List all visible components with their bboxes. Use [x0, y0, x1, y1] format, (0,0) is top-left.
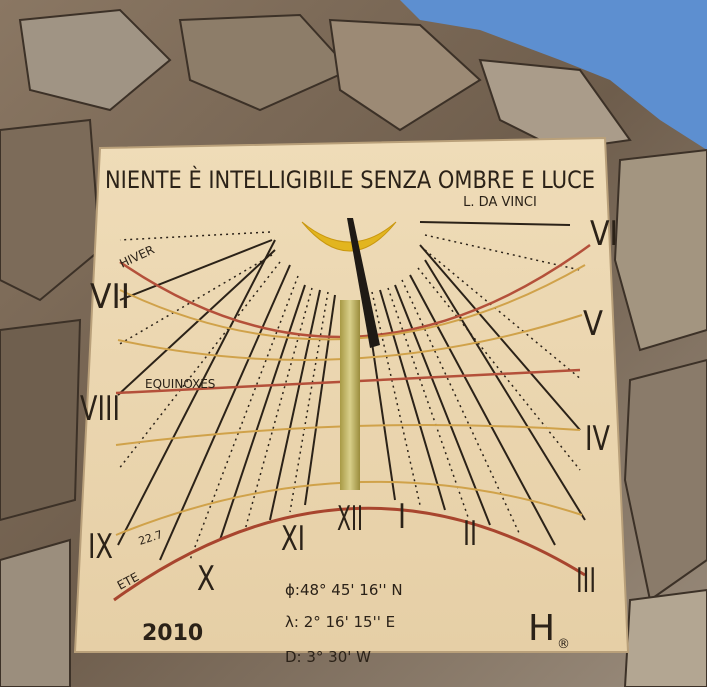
hour-label: V [583, 304, 603, 344]
gnomon [340, 300, 360, 490]
hour-label: VII [90, 277, 130, 317]
longitude: λ: 2° 16' 15'' E [285, 613, 395, 631]
hour-label: II [463, 514, 477, 554]
equinox-label: EQUINOXES [145, 377, 215, 391]
page: {"motto": "NIENTE È INTELLIGIBILE SENZA … [0, 0, 707, 687]
latitude: ϕ:48° 45' 16'' N [285, 581, 403, 599]
hour-label: I [398, 497, 406, 537]
hour-label: VI [590, 214, 618, 254]
hour-label: IX [88, 527, 113, 567]
rock [625, 590, 707, 687]
hour-label: III [576, 561, 596, 601]
rock [0, 540, 70, 687]
year: 2010 [142, 621, 203, 646]
hour-label: X [197, 559, 215, 599]
hour-label: XI [281, 519, 305, 559]
hour-label: IV [585, 419, 610, 459]
author: L. DA VINCI [463, 195, 537, 210]
declination: D: 3° 30' W [285, 648, 371, 666]
motto: NIENTE È INTELLIGIBILE SENZA OMBRE E LUC… [105, 165, 595, 194]
maker-mark: ® [557, 637, 570, 652]
hour-label: VIII [80, 389, 120, 429]
rock [0, 320, 80, 520]
hour-label: XII [337, 499, 363, 539]
maker: H [528, 608, 555, 649]
sundial-photo: NIENTE È INTELLIGIBILE SENZA OMBRE E LUC… [0, 0, 707, 687]
